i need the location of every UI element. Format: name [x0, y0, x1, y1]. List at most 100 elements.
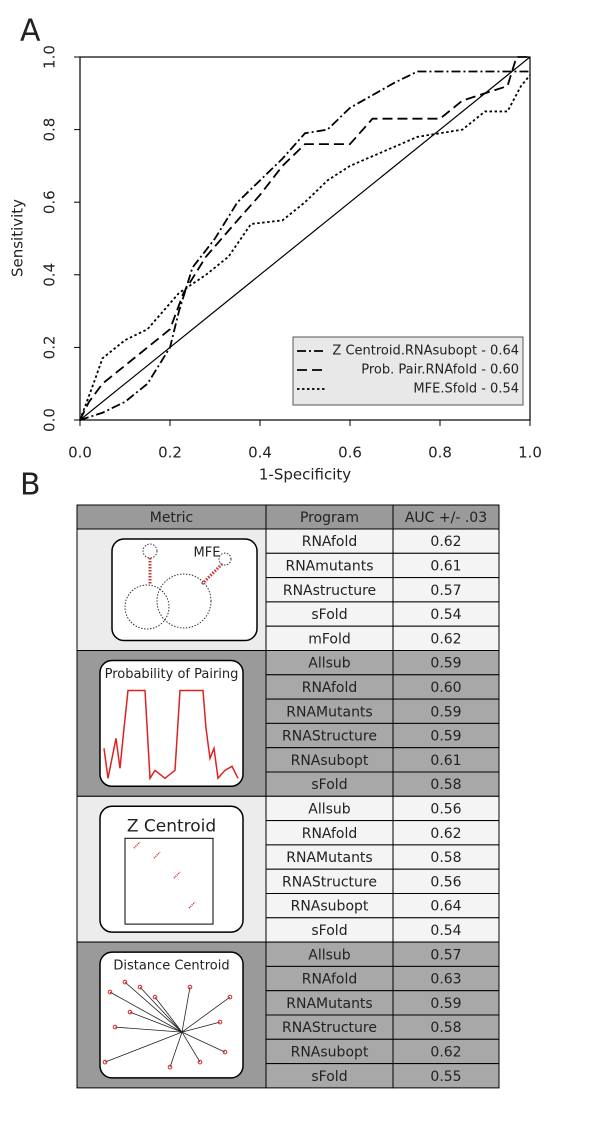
- reference-line: [79, 56, 531, 421]
- cell: [392, 601, 500, 627]
- auc-value: 0.56: [430, 874, 461, 890]
- program-name: Allsub: [308, 656, 351, 672]
- legend-label: MFE.Sfold - 0.54: [413, 382, 519, 397]
- auc-value: 0.58: [430, 1020, 461, 1036]
- auc-value: 0.54: [430, 607, 461, 623]
- distance-ray: [109, 991, 183, 1033]
- cell: [265, 698, 394, 724]
- cell: [392, 1014, 500, 1040]
- distance-point: [197, 1059, 203, 1065]
- program-name: RNAMutants: [286, 996, 372, 1012]
- auc-value: 0.59: [430, 656, 461, 672]
- distance-ray: [129, 1011, 183, 1033]
- dot-plot-diagonal: [188, 901, 196, 909]
- auc-value: 0.62: [430, 826, 461, 842]
- thumbnail-label: MFE: [194, 546, 221, 561]
- program-name: RNAmutants: [285, 558, 373, 574]
- distance-ray: [114, 1026, 183, 1033]
- program-name: RNAfold: [302, 826, 358, 842]
- auc-value: 0.62: [430, 534, 461, 550]
- auc-value: 0.61: [430, 753, 461, 769]
- cell: [392, 650, 500, 676]
- illustration: [102, 979, 233, 1070]
- distance-ray: [154, 996, 183, 1033]
- program-name: RNAStructure: [282, 1020, 377, 1036]
- y-axis-label: Sensitivity: [9, 199, 27, 277]
- program-name: RNAsubopt: [291, 1044, 369, 1060]
- program-name: Allsub: [308, 801, 351, 817]
- auc-value: 0.60: [430, 680, 461, 696]
- x-tick-label: 1.0: [518, 444, 542, 462]
- thumbnail: [99, 951, 244, 1079]
- distance-ray: [181, 996, 231, 1033]
- auc-value: 0.62: [430, 1044, 461, 1060]
- distance-point: [222, 1049, 228, 1055]
- program-name: mFold: [308, 631, 351, 647]
- distance-point: [152, 994, 158, 1000]
- program-name: RNAMutants: [286, 850, 372, 866]
- cell: [392, 893, 500, 919]
- distance-point: [217, 1019, 223, 1025]
- auc-value: 0.62: [430, 631, 461, 647]
- legend-label: Z Centroid.RNAsubopt - 0.64: [332, 344, 519, 359]
- panel-label: A: [20, 14, 41, 49]
- auc-value: 0.61: [430, 558, 461, 574]
- distance-ray: [139, 986, 183, 1033]
- auc-value: 0.59: [430, 729, 461, 745]
- table-header: Metric: [150, 510, 194, 526]
- thumbnail: [99, 805, 244, 933]
- structure-loop: [156, 573, 212, 629]
- y-tick-label: 0.2: [41, 335, 59, 359]
- program-name: sFold: [311, 1069, 347, 1085]
- cell: [392, 552, 500, 579]
- cell: [265, 722, 394, 749]
- program-name: RNAStructure: [282, 874, 377, 890]
- auc-value: 0.55: [430, 1069, 461, 1085]
- distance-ray: [124, 981, 183, 1033]
- structure-loop: [218, 552, 232, 566]
- cell: [265, 674, 394, 700]
- panel-label: B: [20, 468, 41, 503]
- roc-curve: [79, 70, 530, 421]
- cell: [265, 990, 394, 1016]
- distance-ray: [181, 987, 191, 1033]
- auc-value: 0.59: [430, 704, 461, 720]
- plot-frame: [79, 56, 531, 421]
- structure-loop: [124, 584, 170, 630]
- program-name: RNAMutants: [286, 704, 372, 720]
- thumbnail-label: Z Centroid: [127, 816, 216, 836]
- legend-box: [292, 336, 524, 406]
- illustration: [103, 689, 239, 781]
- cell: [392, 747, 500, 773]
- dot-plot-diagonal: [153, 851, 161, 859]
- program-name: sFold: [311, 607, 347, 623]
- table-header: AUC +/- .03: [405, 510, 487, 526]
- x-tick-label: 0.4: [248, 444, 272, 462]
- cell: [265, 601, 394, 627]
- cell: [265, 625, 394, 652]
- distance-point: [167, 1064, 173, 1070]
- distance-point: [137, 984, 143, 990]
- program-name: Allsub: [308, 947, 351, 963]
- illustration: [124, 543, 232, 630]
- legend-label: Prob. Pair.RNAfold - 0.60: [361, 363, 519, 378]
- y-tick-label: 1.0: [41, 45, 59, 69]
- program-name: sFold: [311, 777, 347, 793]
- roc-curve: [79, 74, 531, 421]
- program-name: RNAStructure: [282, 729, 377, 745]
- thumbnail: [99, 659, 244, 788]
- thumbnail: [111, 538, 258, 642]
- distance-point: [102, 1059, 108, 1065]
- cell: [392, 965, 500, 992]
- program-name: RNAfold: [302, 534, 358, 550]
- cell: [265, 1014, 394, 1040]
- auc-value: 0.57: [430, 947, 461, 963]
- auc-value: 0.58: [430, 777, 461, 793]
- distance-point: [112, 1024, 118, 1030]
- x-tick-label: 0.6: [338, 444, 362, 462]
- dot-plot-diagonal: [133, 841, 141, 849]
- program-name: RNAsubopt: [291, 753, 369, 769]
- x-axis-label: 1-Specificity: [259, 466, 351, 484]
- cell: [265, 1038, 394, 1065]
